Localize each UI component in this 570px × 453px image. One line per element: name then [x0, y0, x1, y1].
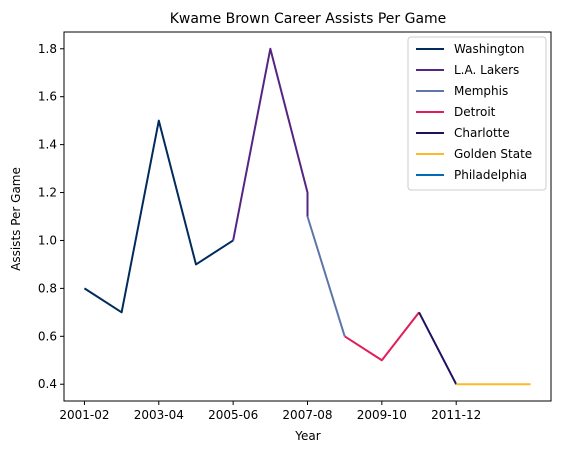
legend-label-detroit: Detroit	[454, 105, 496, 119]
legend-label-charlotte: Charlotte	[454, 126, 510, 140]
legend-box	[407, 36, 547, 191]
legend-label-philadelphia: Philadelphia	[454, 168, 527, 182]
x-tick-label: 2001-02	[59, 408, 109, 422]
series-line-detroit	[344, 311, 420, 362]
plot-area	[83, 47, 531, 386]
series-line-l-a-lakers	[232, 47, 309, 241]
y-tick-label: 0.6	[38, 329, 57, 343]
legend-label-washington: Washington	[454, 42, 525, 56]
chart-title: Kwame Brown Career Assists Per Game	[170, 11, 447, 27]
y-axis-label: Assists Per Game	[9, 167, 23, 271]
x-tick-label: 2009-10	[357, 408, 407, 422]
y-tick-label: 1.0	[38, 233, 57, 247]
x-tick-label: 2007-08	[282, 408, 332, 422]
series-line-washington	[83, 119, 234, 314]
x-tick-label: 2003-04	[134, 408, 184, 422]
y-tick-label: 1.2	[38, 186, 57, 200]
legend-label-golden-state: Golden State	[454, 147, 532, 161]
y-tick-label: 1.6	[38, 90, 57, 104]
legend: Washington L.A. Lakers Memphis Detroit Charl…	[407, 36, 547, 191]
series-line-memphis	[306, 216, 346, 337]
legend-label-memphis: Memphis	[454, 84, 508, 98]
x-tick-label: 2005-06	[208, 408, 258, 422]
y-tick-label: 1.4	[38, 138, 57, 152]
series-line-charlotte	[418, 311, 458, 385]
x-axis-label: Year	[294, 429, 320, 443]
x-tick-label: 2011-12	[431, 408, 481, 422]
axes: 2001-02 2003-04 2005-06 2007-08 2009-10 2011-…	[38, 42, 481, 422]
y-tick-label: 0.8	[38, 281, 57, 295]
legend-label-l-a-lakers: L.A. Lakers	[454, 63, 519, 77]
y-tick-label: 0.4	[38, 377, 57, 391]
y-tick-label: 1.8	[38, 42, 57, 56]
